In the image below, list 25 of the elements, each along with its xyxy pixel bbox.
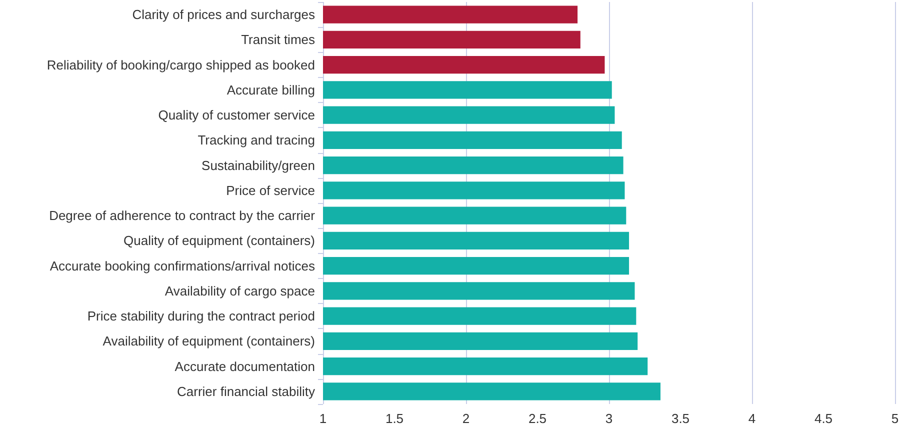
y-tick-label: Clarity of prices and surcharges (132, 7, 316, 22)
y-tick-label: Accurate billing (226, 82, 315, 98)
y-tick-label: Degree of adherence to contract by the carrier (49, 208, 316, 224)
x-tick-label: 4 (748, 411, 756, 426)
x-tick-label: 3.5 (671, 411, 690, 426)
y-tick-label: Tracking and tracing (198, 132, 315, 148)
y-tick-label: Sustainability/green (202, 158, 315, 173)
y-tick-label: Price of service (226, 182, 315, 198)
y-tick-label: Quality of customer service (158, 108, 315, 123)
y-tick-label: Carrier financial stability (177, 384, 316, 399)
y-tick-label: Price stability during the contract period (87, 308, 315, 324)
x-tick-label: 1.5 (385, 411, 404, 426)
y-tick-label: Accurate booking confirmations/arrival notices (50, 258, 316, 274)
y-tick-label: Accurate documentation (174, 358, 315, 374)
y-tick-label: Reliability of booking/cargo shipped as booked (46, 57, 315, 72)
y-tick-label: Availability of cargo space (164, 283, 315, 298)
x-tick-label: 3 (605, 411, 613, 426)
x-tick-label: 1 (319, 411, 327, 426)
y-tick-label: Quality of equipment (containers) (124, 233, 315, 248)
x-tick-label: 4.5 (814, 411, 833, 426)
y-tick-label: Transit times (241, 32, 316, 48)
x-tick-label: 2.5 (528, 411, 547, 426)
x-tick-label: 2 (462, 411, 470, 426)
x-tick-label: 5 (891, 411, 899, 426)
y-tick-label: Availability of equipment (containers) (102, 334, 315, 349)
